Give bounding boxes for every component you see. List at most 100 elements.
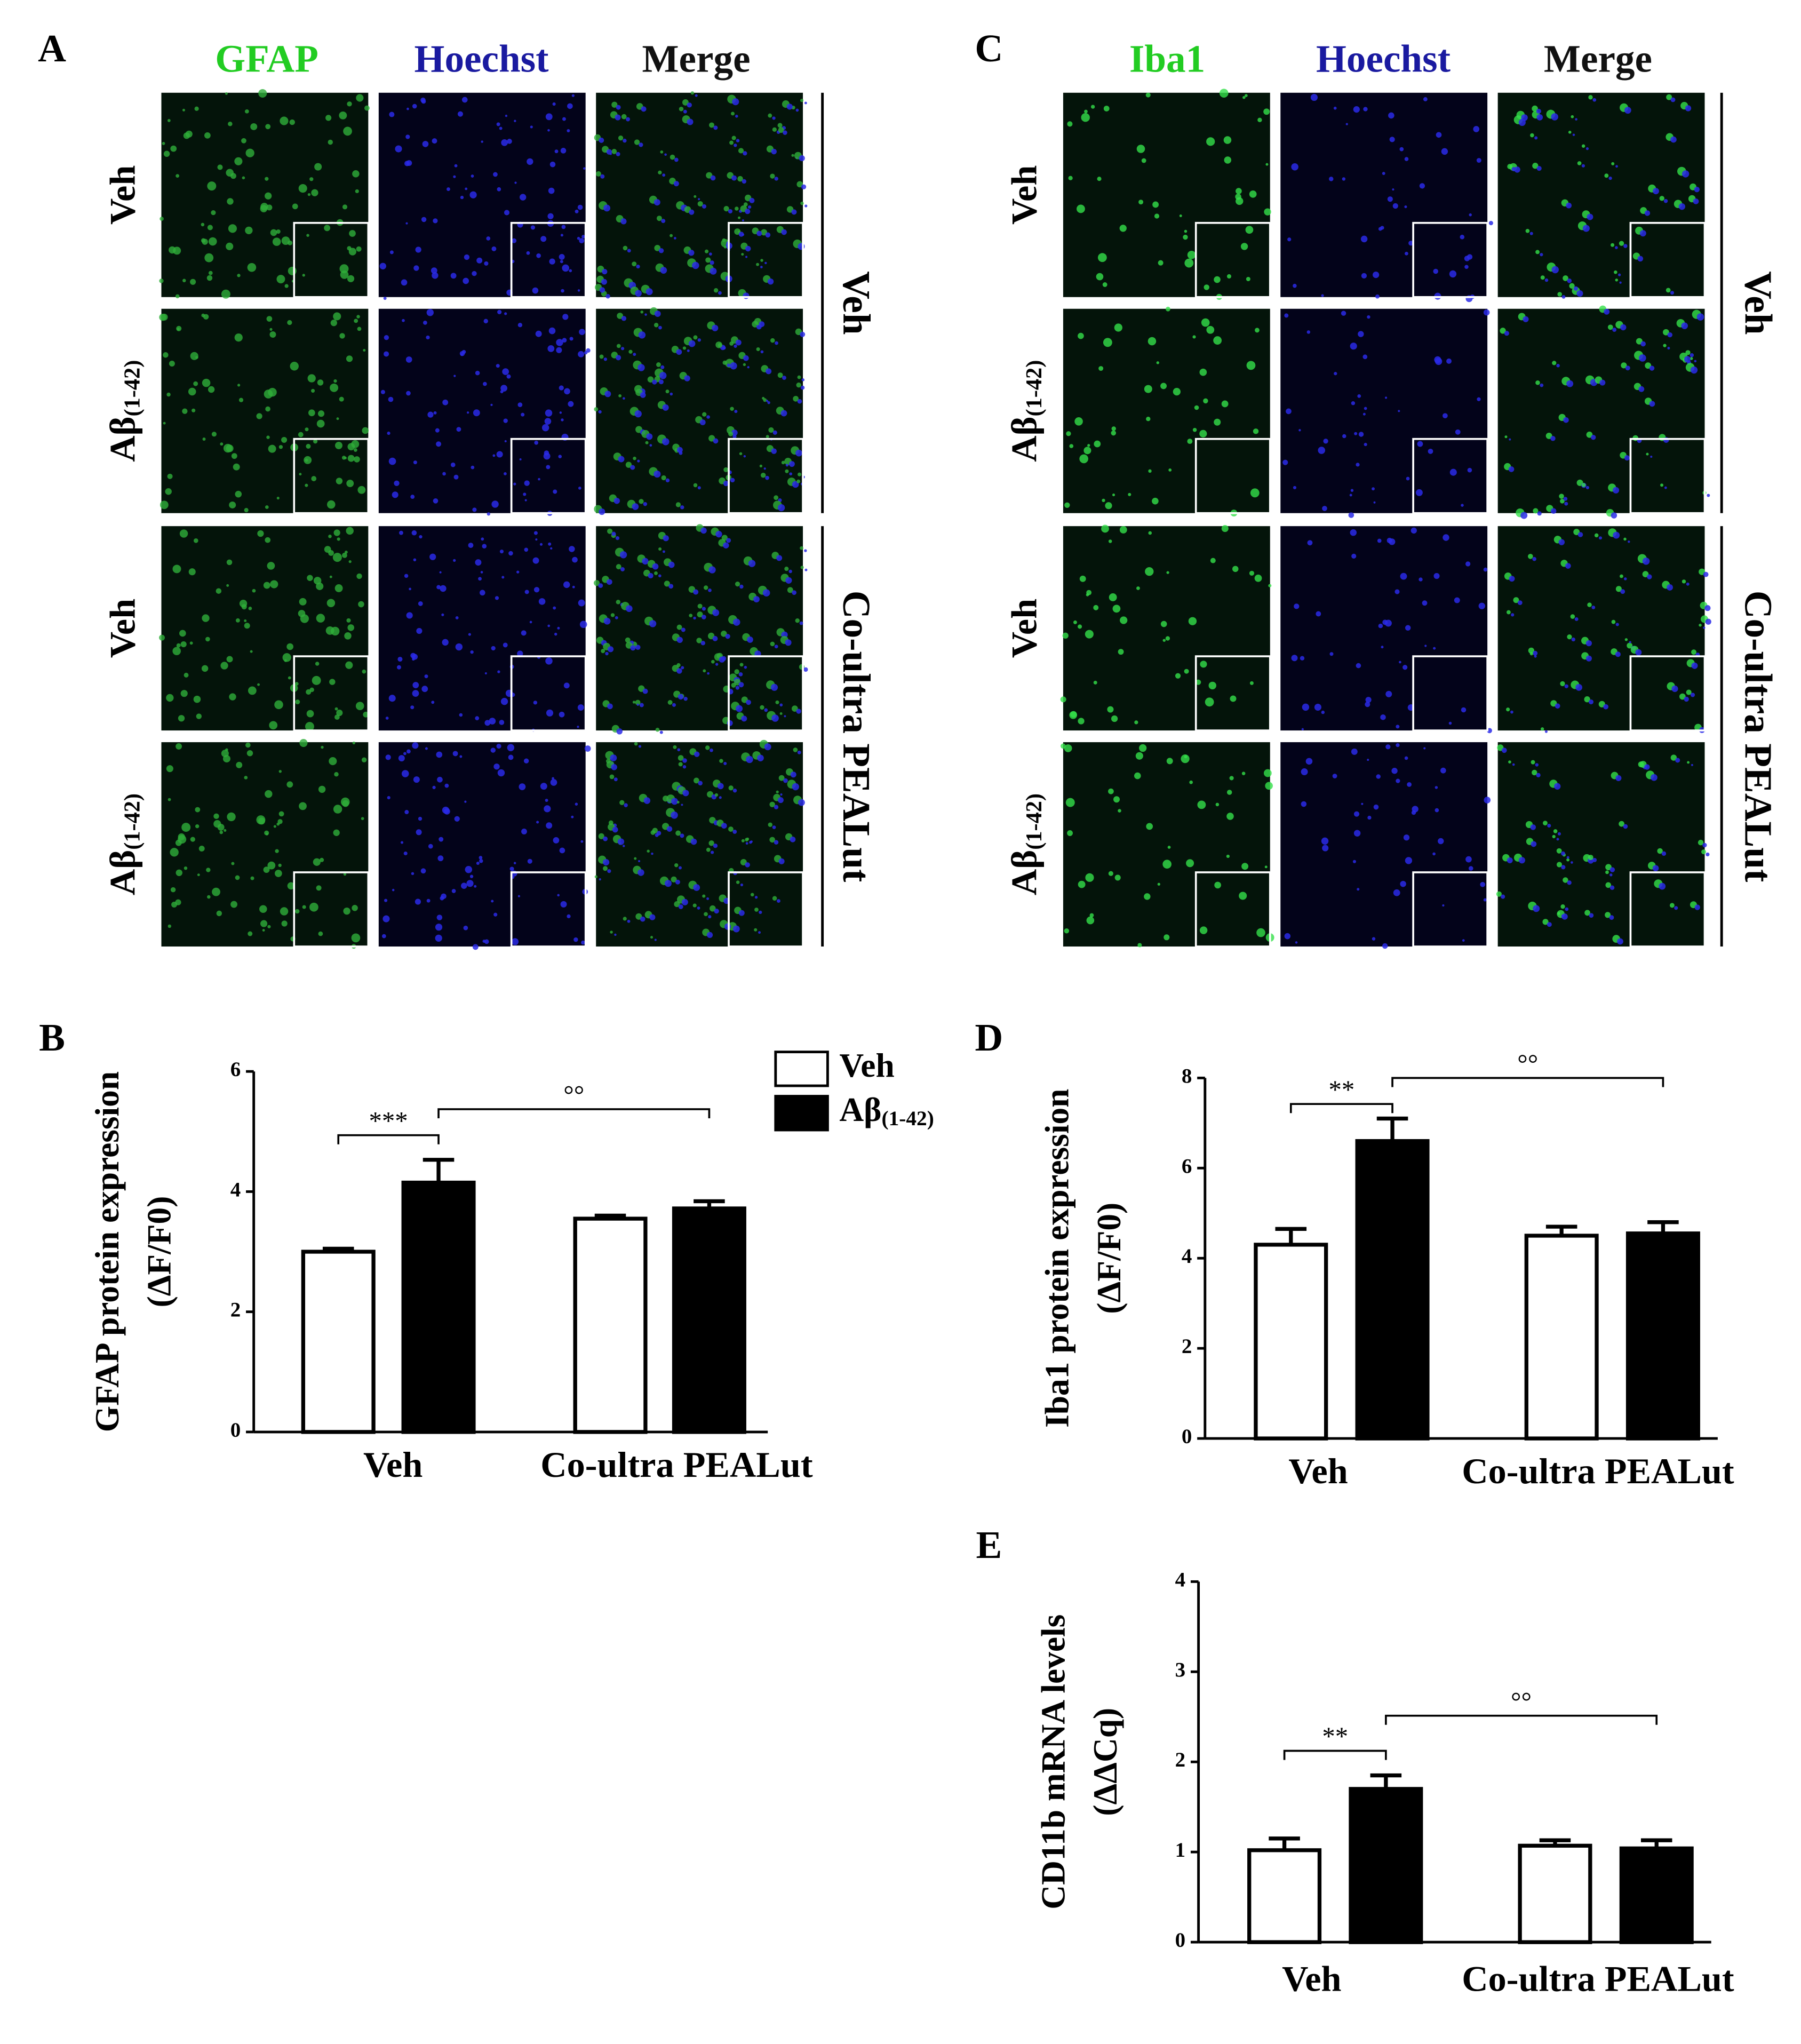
cell xyxy=(1221,400,1229,408)
nucleus xyxy=(670,392,673,396)
cell xyxy=(738,216,741,219)
nucleus xyxy=(421,686,428,693)
cell xyxy=(665,389,670,394)
cell xyxy=(260,205,268,212)
nucleus xyxy=(413,558,417,562)
cell xyxy=(265,537,271,543)
nucleus xyxy=(400,841,404,844)
nucleus xyxy=(639,703,644,707)
nucleus xyxy=(1461,504,1464,507)
nucleus xyxy=(731,175,737,181)
nucleus xyxy=(461,349,466,354)
nucleus xyxy=(746,699,751,705)
nucleus xyxy=(550,779,557,786)
cell xyxy=(1078,332,1084,339)
nucleus xyxy=(549,161,556,168)
cell xyxy=(1232,566,1239,572)
cell xyxy=(678,762,683,767)
cell xyxy=(671,876,677,882)
nucleus xyxy=(713,438,719,444)
nucleus xyxy=(1670,291,1675,295)
cell xyxy=(336,478,343,484)
cell xyxy=(650,936,654,939)
nucleus xyxy=(465,865,473,873)
nucleus xyxy=(730,478,735,483)
cell xyxy=(1210,558,1216,563)
cell xyxy=(601,649,605,654)
nucleus xyxy=(735,339,742,346)
cell xyxy=(364,105,370,111)
nucleus xyxy=(616,728,623,735)
inset xyxy=(1629,871,1706,948)
nucleus xyxy=(420,97,426,103)
nucleus xyxy=(659,730,663,734)
cell xyxy=(160,217,164,221)
nucleus xyxy=(463,925,468,930)
cell xyxy=(694,195,697,198)
nucleus xyxy=(1640,341,1646,347)
nucleus xyxy=(426,335,430,340)
nucleus xyxy=(615,616,618,619)
nucleus xyxy=(435,934,442,942)
nucleus xyxy=(673,181,679,187)
cell xyxy=(739,452,743,456)
cell xyxy=(257,530,264,537)
cell xyxy=(1119,225,1127,232)
cell xyxy=(352,741,355,745)
nucleus xyxy=(559,847,565,854)
nucleus xyxy=(507,139,512,144)
nucleus xyxy=(1406,476,1410,481)
cell xyxy=(1607,324,1613,330)
nucleus xyxy=(689,209,695,215)
nucleus xyxy=(1351,553,1357,559)
cell xyxy=(1139,744,1147,752)
cell xyxy=(1250,488,1260,498)
nucleus xyxy=(1675,758,1680,763)
nucleus xyxy=(1483,567,1488,572)
cell xyxy=(1496,891,1502,897)
cell xyxy=(1111,430,1116,436)
nucleus xyxy=(724,923,731,930)
cell xyxy=(206,275,213,281)
cell xyxy=(222,755,230,763)
nucleus xyxy=(484,720,491,726)
nucleus xyxy=(1454,597,1460,603)
cell xyxy=(278,863,282,868)
nucleus xyxy=(774,805,779,809)
nucleus xyxy=(527,158,533,165)
nucleus xyxy=(534,440,539,445)
nucleus xyxy=(1372,937,1376,941)
cell xyxy=(275,849,279,853)
cell xyxy=(1089,913,1094,918)
cell xyxy=(267,562,275,570)
nucleus xyxy=(743,292,750,299)
nucleus xyxy=(1612,487,1620,494)
nucleus xyxy=(1585,486,1589,490)
micrograph-background xyxy=(1280,526,1488,731)
y-axis-label: CD11b mRNA levels xyxy=(1034,1614,1072,1910)
cell xyxy=(1663,344,1667,347)
cell xyxy=(208,271,213,275)
cell xyxy=(292,203,298,210)
nucleus xyxy=(433,411,437,415)
cell xyxy=(736,880,740,884)
nucleus xyxy=(1358,331,1364,337)
nucleus xyxy=(684,375,690,381)
cell xyxy=(281,920,288,927)
cell xyxy=(776,790,779,793)
cell xyxy=(242,176,245,180)
nucleus xyxy=(526,251,530,255)
micrograph-background xyxy=(378,308,586,513)
nucleus xyxy=(1385,744,1391,750)
cell xyxy=(244,776,248,780)
nucleus xyxy=(1511,167,1516,171)
cell xyxy=(343,872,347,876)
cell xyxy=(195,824,200,829)
cell xyxy=(784,567,789,571)
nucleus xyxy=(1301,768,1308,776)
nucleus xyxy=(671,798,678,805)
cell xyxy=(1081,113,1090,122)
cell xyxy=(182,408,188,414)
nucleus xyxy=(1449,270,1457,278)
bar xyxy=(1625,1231,1700,1441)
